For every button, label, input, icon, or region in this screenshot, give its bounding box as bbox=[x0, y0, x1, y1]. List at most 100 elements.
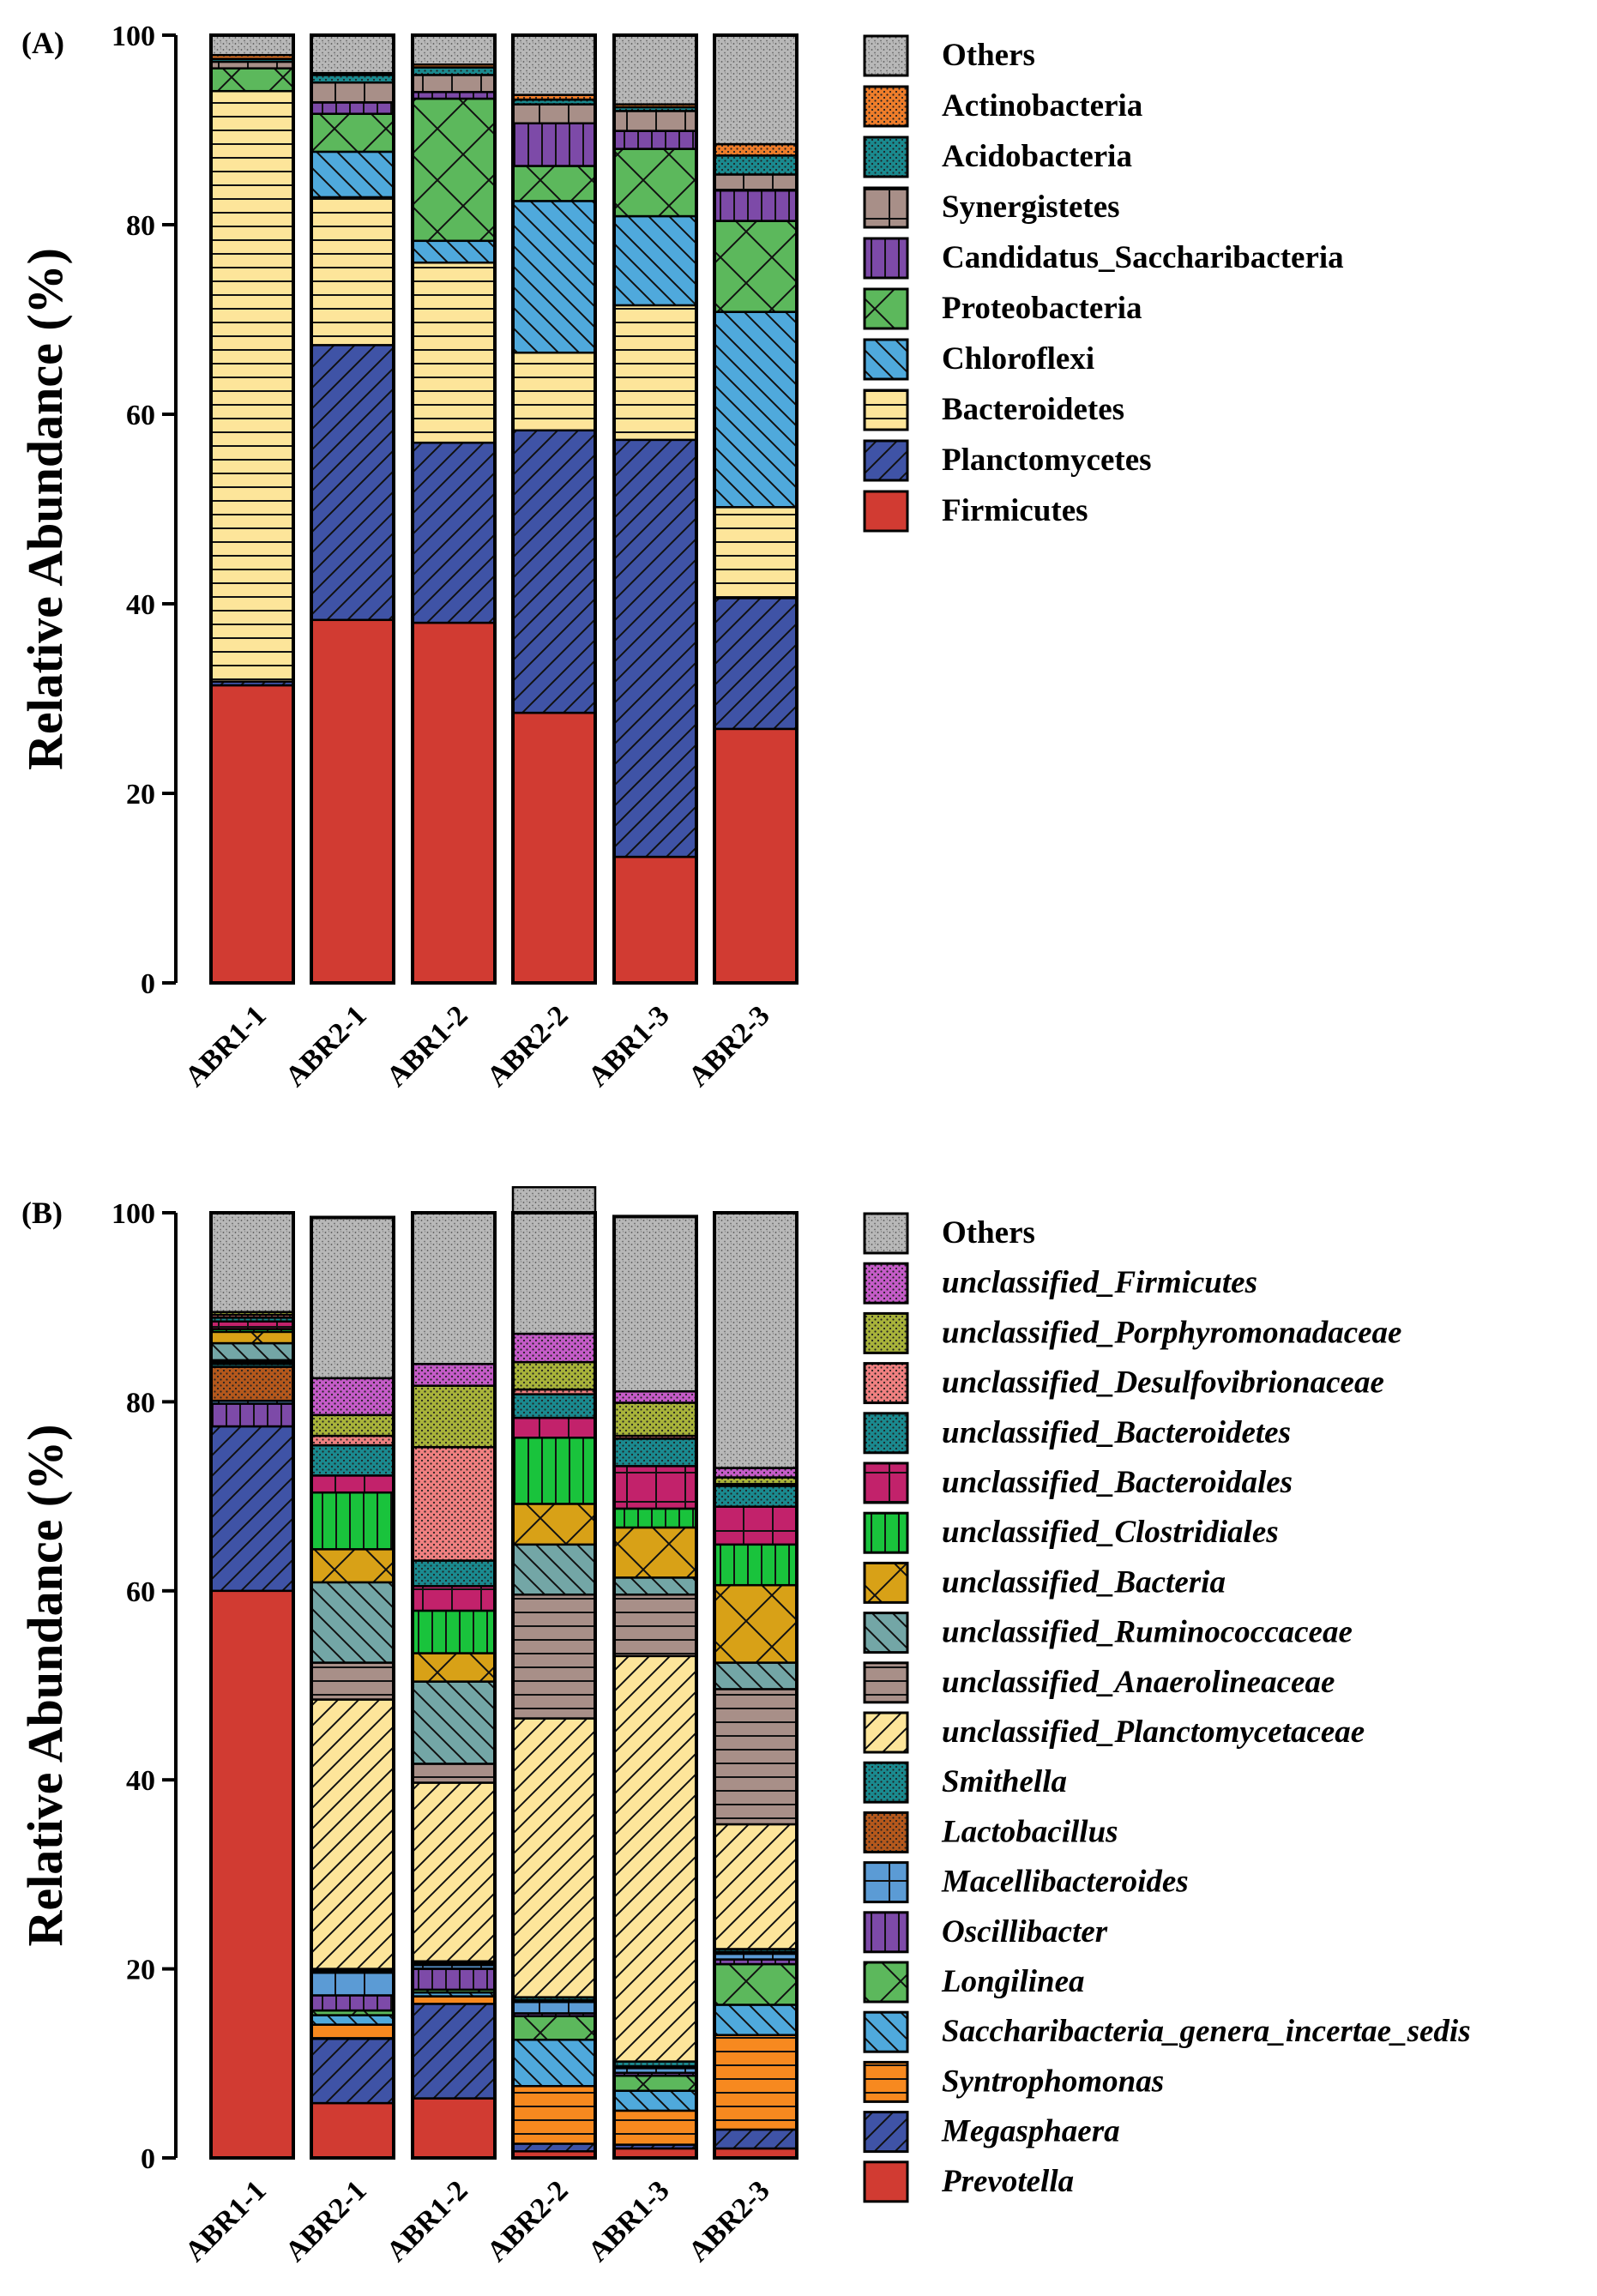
bar-segment-unclassified-bacteria-abr1-1 bbox=[209, 1330, 295, 1345]
y-tick-label: 40 bbox=[126, 1765, 155, 1797]
bar-segment-unclassified-ruminococcaceae-abr2-1 bbox=[310, 1581, 395, 1664]
bar-segment-acidobacteria-abr2-1 bbox=[310, 74, 395, 84]
bar-segment-firmicutes-abr1-2 bbox=[411, 621, 497, 985]
bar-segment-chloroflexi-abr1-2 bbox=[411, 239, 497, 264]
bar-segment-unclassified-anaerolineaceae-abr2-2 bbox=[511, 1593, 597, 1720]
bar-outline-abr2-2 bbox=[511, 1211, 597, 2160]
y-tick-label: 60 bbox=[126, 1576, 155, 1608]
x-tick-label: ABR1-3 bbox=[582, 999, 676, 1093]
bar-segment-unclassified-desulfovibrionaceae-abr1-2 bbox=[411, 1446, 497, 1562]
bar-segment-candidatus-saccharibacteria-abr1-3 bbox=[612, 130, 698, 150]
bar-segment-saccharibacteria-genera-incertae-sedis-abr2-1 bbox=[310, 2014, 395, 2026]
bar-segment-chloroflexi-abr2-1 bbox=[310, 150, 395, 199]
bar-segment-unclassified-porphyromonadaceae-abr1-2 bbox=[411, 1384, 497, 1449]
bar-segment-others-abr2-2 bbox=[511, 33, 597, 96]
legend-swatch-longilinea bbox=[863, 1961, 909, 2004]
bar-segment-bacteroidetes-abr2-2 bbox=[511, 351, 597, 432]
x-tick-label: ABR2-3 bbox=[683, 999, 776, 1093]
bar-segment-unclassified-porphyromonadaceae-abr1-3 bbox=[612, 1401, 698, 1437]
bar-segment-unclassified-anaerolineaceae-abr2-1 bbox=[310, 1661, 395, 1701]
bar-segment-unclassified-planctomycetaceae-abr1-3 bbox=[612, 1654, 698, 2063]
bar-segment-actinobacteria-abr2-3 bbox=[713, 142, 798, 157]
bar-segment-megasphaera-abr1-2 bbox=[411, 2003, 497, 2100]
bar-outline-abr2-1 bbox=[310, 1215, 395, 2160]
bar-segment-unclassified-planctomycetaceae-abr2-2 bbox=[511, 1717, 597, 1998]
bar-segment-planctomycetes-abr2-1 bbox=[310, 344, 395, 622]
bar-segment-unclassified-bacteria-abr2-3 bbox=[713, 1583, 798, 1664]
legend-swatch-planctomycetes bbox=[863, 439, 909, 482]
bar-outline-abr2-3 bbox=[713, 1211, 798, 2160]
bar-segment-unclassified-bacteroidales-abr2-1 bbox=[310, 1474, 395, 1494]
legend-swatch-firmicutes bbox=[863, 490, 909, 533]
legend-swatch-unclassified-bacteroidales bbox=[863, 1461, 909, 1504]
legend-label-smithella: Smithella bbox=[942, 1764, 1067, 1799]
bar-segment-syntrophomonas-abr2-3 bbox=[713, 2034, 798, 2131]
bar-segment-unclassified-firmicutes-abr1-3 bbox=[612, 1390, 698, 1404]
bar-segment-macellibacteroides-abr2-2 bbox=[511, 2000, 597, 2015]
x-tick-label: ABR2-2 bbox=[481, 2174, 575, 2268]
legend-label-macellibacteroides: Macellibacteroides bbox=[941, 1865, 1189, 1900]
bar-segment-others-abr2-1 bbox=[310, 33, 395, 75]
legend-swatch-unclassified-planctomycetaceae bbox=[863, 1711, 909, 1754]
bar-segment-megasphaera-abr2-1 bbox=[310, 2037, 395, 2105]
legend-swatch-bacteroidetes bbox=[863, 389, 909, 431]
legend-swatch-actinobacteria bbox=[863, 85, 909, 128]
bar-segment-unclassified-porphyromonadaceae-abr2-2 bbox=[511, 1360, 597, 1391]
bar-segment-longilinea-abr2-2 bbox=[511, 2015, 597, 2041]
bar-segment-longilinea-abr1-3 bbox=[612, 2074, 698, 2093]
legend-swatch-others bbox=[863, 1212, 909, 1255]
legend-label-unclassified-clostridiales: unclassified_Clostridiales bbox=[942, 1515, 1279, 1550]
panel-b-chart: (B) Relative Abundance (%) 0 20 40 60 80 100 ABR… bbox=[17, 1185, 1471, 2268]
legend-label-unclassified-bacteroidales: unclassified_Bacteroidales bbox=[942, 1465, 1293, 1500]
bar-segment-unclassified-desulfovibrionaceae-abr2-1 bbox=[310, 1434, 395, 1447]
bar-segment-planctomycetes-abr2-3 bbox=[713, 597, 798, 731]
y-tick-label: 20 bbox=[126, 779, 155, 811]
legend-swatch-synergistetes bbox=[863, 186, 909, 229]
legend-label-oscillibacter: Oscillibacter bbox=[942, 1914, 1108, 1949]
bar-segment-synergistetes-abr2-1 bbox=[310, 81, 395, 104]
legend-swatch-unclassified-firmicutes bbox=[863, 1262, 909, 1305]
bar-segment-bacteroidetes-abr1-1 bbox=[209, 89, 295, 683]
bar-segment-unclassified-anaerolineaceae-abr1-2 bbox=[411, 1763, 497, 1784]
bar-segment-acidobacteria-abr1-2 bbox=[411, 66, 497, 76]
y-tick-label: 60 bbox=[126, 400, 155, 431]
legend-label-prevotella: Prevotella bbox=[941, 2164, 1074, 2199]
legend-label-bacteroidetes: Bacteroidetes bbox=[942, 392, 1124, 427]
bar-segment-planctomycetes-abr1-3 bbox=[612, 438, 698, 859]
panel-a-chart: (A) Relative Abundance (%) 0 20 40 60 80 100 ABR… bbox=[17, 21, 1344, 1093]
legend-label-actinobacteria: Actinobacteria bbox=[942, 88, 1142, 124]
bar-segment-others-abr2-3 bbox=[713, 33, 798, 146]
y-tick-label: 0 bbox=[141, 2143, 155, 2175]
bar-segment-lactobacillus-abr1-1 bbox=[209, 1365, 295, 1402]
bar-segment-unclassified-planctomycetaceae-abr2-3 bbox=[713, 1823, 798, 1950]
bar-segment-unclassified-clostridiales-abr1-2 bbox=[411, 1609, 497, 1654]
bar-segment-megasphaera-abr1-1 bbox=[209, 1425, 295, 1593]
legend-label-unclassified-anaerolineaceae: unclassified_Anaerolineaceae bbox=[942, 1665, 1335, 1700]
bar-segment-bacteroidetes-abr1-3 bbox=[612, 304, 698, 442]
bar-outline-abr2-2 bbox=[511, 33, 597, 985]
bar-segment-others-abr2-1 bbox=[310, 1216, 395, 1380]
bar-segment-oscillibacter-abr1-1 bbox=[209, 1402, 295, 1428]
bar-segment-unclassified-bacteroidetes-abr1-3 bbox=[612, 1437, 698, 1467]
bar-segment-synergistetes-abr1-2 bbox=[411, 74, 497, 93]
bar-outline-abr2-1 bbox=[310, 33, 395, 985]
bar-segment-candidatus-saccharibacteria-abr2-1 bbox=[310, 101, 395, 115]
bar-segment-bacteroidetes-abr2-1 bbox=[310, 196, 395, 347]
bar-outline-abr1-3 bbox=[612, 1214, 698, 2160]
bar-segment-others-abr1-1 bbox=[209, 1211, 295, 1313]
bar-outline-abr1-2 bbox=[411, 1211, 497, 2160]
bar-segment-candidatus-saccharibacteria-abr2-3 bbox=[713, 189, 798, 222]
legend-swatch-acidobacteria bbox=[863, 136, 909, 178]
bar-segment-others-abr1-2 bbox=[411, 33, 497, 66]
bar-segment-saccharibacteria-genera-incertae-sedis-abr1-3 bbox=[612, 2089, 698, 2112]
legend-label-unclassified-planctomycetaceae: unclassified_Planctomycetaceae bbox=[942, 1714, 1365, 1750]
legend-swatch-prevotella bbox=[863, 2160, 909, 2203]
bar-segment-unclassified-ruminococcaceae-abr1-2 bbox=[411, 1680, 497, 1765]
legend-label-syntrophomonas: Syntrophomonas bbox=[942, 2064, 1164, 2099]
legend-swatch-unclassified-bacteria bbox=[863, 1561, 909, 1604]
bar-segment-chloroflexi-abr2-2 bbox=[511, 200, 597, 354]
panel-label: (A) bbox=[21, 26, 64, 60]
x-tick-label: ABR2-3 bbox=[683, 2174, 776, 2268]
bar-segment-unclassified-bacteroidetes-abr2-2 bbox=[511, 1393, 597, 1419]
